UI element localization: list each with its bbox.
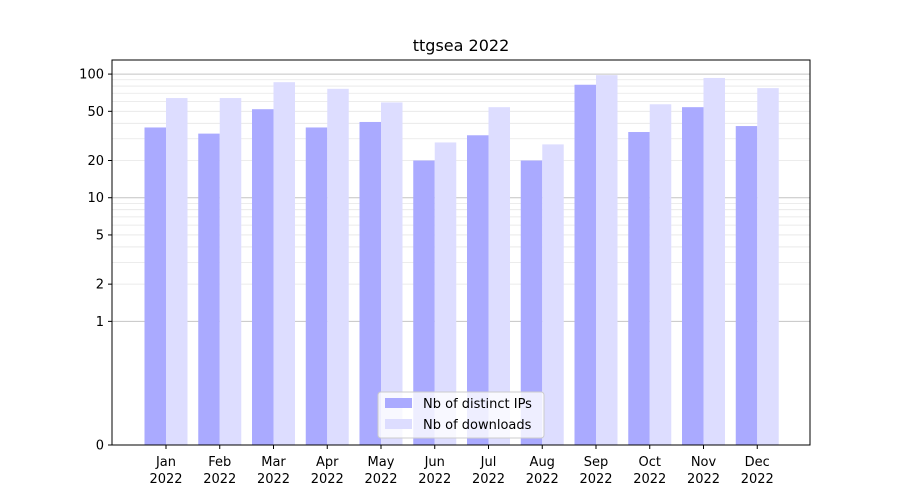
x-tick-label: Nov 2022 <box>687 455 720 487</box>
plot-area-border <box>111 59 811 446</box>
legend-box <box>377 391 545 439</box>
bar-downloads <box>166 98 188 445</box>
x-tick-label: Sep 2022 <box>579 455 612 487</box>
y-tick-label: 100 <box>79 68 104 83</box>
bar-distinct-ips <box>144 127 166 446</box>
x-tick-label: Jan 2022 <box>149 455 182 487</box>
y-tick-label: 20 <box>87 154 104 169</box>
bar-distinct-ips <box>413 160 435 445</box>
bar-downloads <box>381 102 403 445</box>
bar-distinct-ips <box>359 121 381 445</box>
x-axis: Jan 2022 Feb 2022 Mar 2022 Apr 2022 May 2022 Jun 20… <box>149 445 774 487</box>
bar-downloads <box>649 104 672 445</box>
bar-distinct-ips <box>735 126 758 445</box>
legend: Nb of distinct IPs Nb of downloads <box>377 391 545 439</box>
x-tick-label: May 2022 <box>364 455 397 487</box>
x-tick-label: Feb 2022 <box>203 455 236 487</box>
y-tick-label: 10 <box>87 191 104 206</box>
y-tick-label: 50 <box>87 105 104 120</box>
y-tick-label: 5 <box>96 228 104 243</box>
chart-title: ttgsea 2022 <box>413 36 510 55</box>
bar-downloads <box>542 144 564 445</box>
bars <box>144 75 779 446</box>
bar-downloads <box>488 107 510 445</box>
bar-distinct-ips <box>305 127 328 446</box>
x-tick-label: Oct 2022 <box>633 455 666 487</box>
bar-distinct-ips <box>252 109 274 445</box>
y-axis: 0 1 2 5 10 20 50 100 <box>79 68 112 454</box>
x-tick-label: Apr 2022 <box>311 455 344 487</box>
x-tick-label: Dec 2022 <box>741 455 774 487</box>
bar-downloads <box>327 88 349 445</box>
bar-distinct-ips <box>628 132 650 446</box>
bar-downloads <box>219 98 242 445</box>
legend-swatch <box>385 419 412 429</box>
bar-downloads <box>703 77 725 446</box>
bar-distinct-ips <box>198 133 220 445</box>
x-tick-label: Aug 2022 <box>526 455 559 487</box>
plot-frame <box>111 59 811 446</box>
bar-distinct-ips <box>574 84 596 445</box>
y-tick-label: 0 <box>96 439 104 454</box>
bar-downloads <box>596 75 618 445</box>
legend-label: Nb of downloads <box>423 418 532 433</box>
bar-distinct-ips <box>682 107 704 445</box>
bar-downloads <box>757 88 779 446</box>
legend-swatch <box>385 398 412 408</box>
bar-downloads <box>434 142 457 445</box>
bar-downloads <box>273 82 295 446</box>
legend-label: Nb of distinct IPs <box>423 397 532 412</box>
bar-distinct-ips <box>467 135 489 445</box>
x-tick-label: Jul 2022 <box>472 455 505 487</box>
x-tick-label: Mar 2022 <box>257 455 290 487</box>
x-tick-label: Jun 2022 <box>418 455 451 487</box>
y-tick-label: 1 <box>96 315 104 330</box>
bar-distinct-ips <box>520 160 543 445</box>
y-tick-label: 2 <box>96 278 104 293</box>
